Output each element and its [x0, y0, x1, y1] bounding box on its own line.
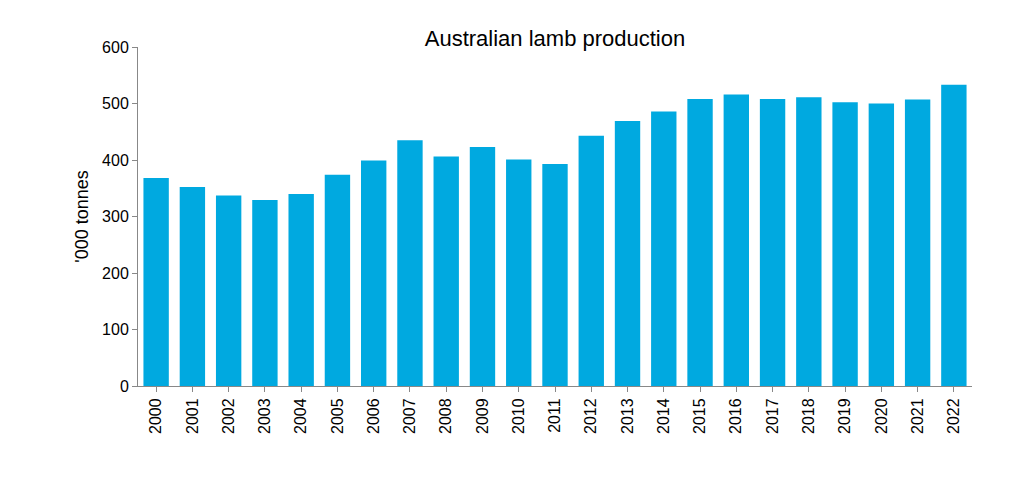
svg-text:2004: 2004: [292, 398, 309, 434]
svg-text:2012: 2012: [582, 398, 599, 434]
svg-text:500: 500: [102, 95, 129, 112]
svg-text:600: 600: [102, 39, 129, 56]
svg-text:2015: 2015: [691, 398, 708, 434]
svg-text:'000 tonnes: '000 tonnes: [72, 170, 92, 263]
svg-text:2018: 2018: [800, 398, 817, 434]
svg-text:0: 0: [120, 378, 129, 395]
svg-text:2008: 2008: [437, 398, 454, 434]
svg-text:2000: 2000: [147, 398, 164, 434]
svg-text:2007: 2007: [401, 398, 418, 434]
svg-text:2001: 2001: [184, 398, 201, 434]
svg-text:2003: 2003: [256, 398, 273, 434]
svg-text:Australian lamb production: Australian lamb production: [425, 26, 685, 51]
svg-text:2014: 2014: [655, 398, 672, 434]
svg-text:2019: 2019: [836, 398, 853, 434]
svg-text:2017: 2017: [764, 398, 781, 434]
svg-text:200: 200: [102, 265, 129, 282]
svg-text:2013: 2013: [619, 398, 636, 434]
svg-text:2002: 2002: [220, 398, 237, 434]
svg-text:2020: 2020: [873, 398, 890, 434]
svg-text:2022: 2022: [945, 398, 962, 434]
svg-text:2011: 2011: [546, 398, 563, 433]
svg-text:2009: 2009: [474, 398, 491, 434]
svg-text:2006: 2006: [365, 398, 382, 434]
svg-text:2021: 2021: [909, 398, 926, 434]
svg-text:100: 100: [102, 321, 129, 338]
svg-text:400: 400: [102, 152, 129, 169]
svg-text:2016: 2016: [728, 398, 745, 434]
svg-text:300: 300: [102, 208, 129, 225]
svg-text:2005: 2005: [329, 398, 346, 434]
svg-text:2010: 2010: [510, 398, 527, 434]
